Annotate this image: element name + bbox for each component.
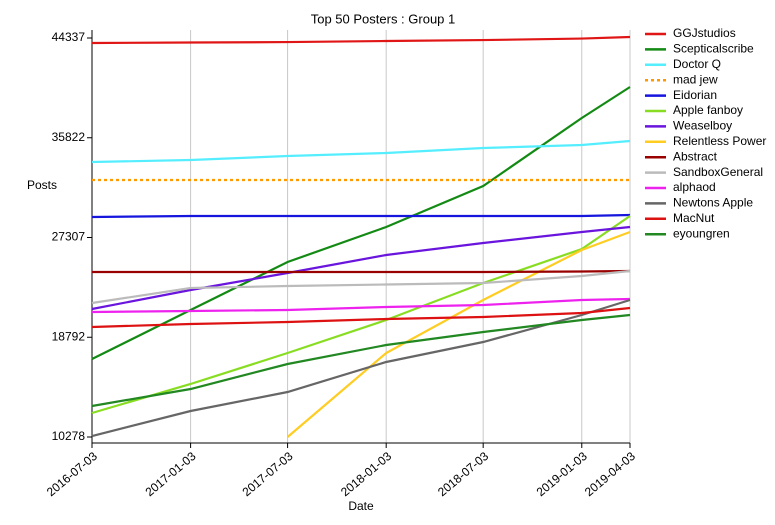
y-tick-label: 35822 [52,130,86,144]
series-line [91,213,631,219]
legend-label: Newtons Apple [673,196,753,210]
legend-label: alphaod [673,180,716,194]
x-tick-label: 2019-04-03 [582,449,638,499]
legend-label: MacNut [673,211,715,225]
series-line [91,86,631,360]
series-line [91,306,631,329]
y-tick-label: 27307 [52,230,86,244]
chart-title: Top 50 Posters : Group 1 [311,11,456,26]
x-tick-label: 2018-01-03 [338,449,394,499]
x-tick-label: 2018-07-03 [435,449,491,499]
series-line [91,269,631,305]
legend-label: Doctor Q [673,57,721,71]
x-axis-label: Date [348,499,374,513]
y-axis-label: Posts [27,178,57,192]
y-tick-label: 10278 [52,429,86,443]
series-line [91,225,631,311]
series-line [92,269,631,274]
legend-label: Relentless Power [673,134,766,148]
x-tick-label: 2019-01-03 [534,449,590,499]
legend-label: Apple fanboy [673,103,743,117]
legend-label: Eidorian [673,88,717,102]
legend-label: Weaselboy [673,119,732,133]
legend-label: mad jew [673,72,718,86]
legend-label: Abstract [673,149,718,163]
legend-label: GGJstudios [673,26,736,40]
x-tick-label: 2017-07-03 [240,449,296,499]
series-line [91,35,631,45]
series-line [91,297,631,314]
series-line [91,139,631,164]
series-line [91,313,631,408]
x-tick-label: 2016-07-03 [44,449,100,499]
legend-label: SandboxGeneral [673,165,763,179]
y-tick-label: 18792 [52,329,86,343]
y-tick-label: 44337 [52,30,86,44]
x-tick-label: 2017-01-03 [143,449,199,499]
series-line [286,230,631,438]
legend-label: eyoungren [673,226,730,240]
legend-label: Scepticalscribe [673,42,754,56]
series-line [91,298,631,438]
